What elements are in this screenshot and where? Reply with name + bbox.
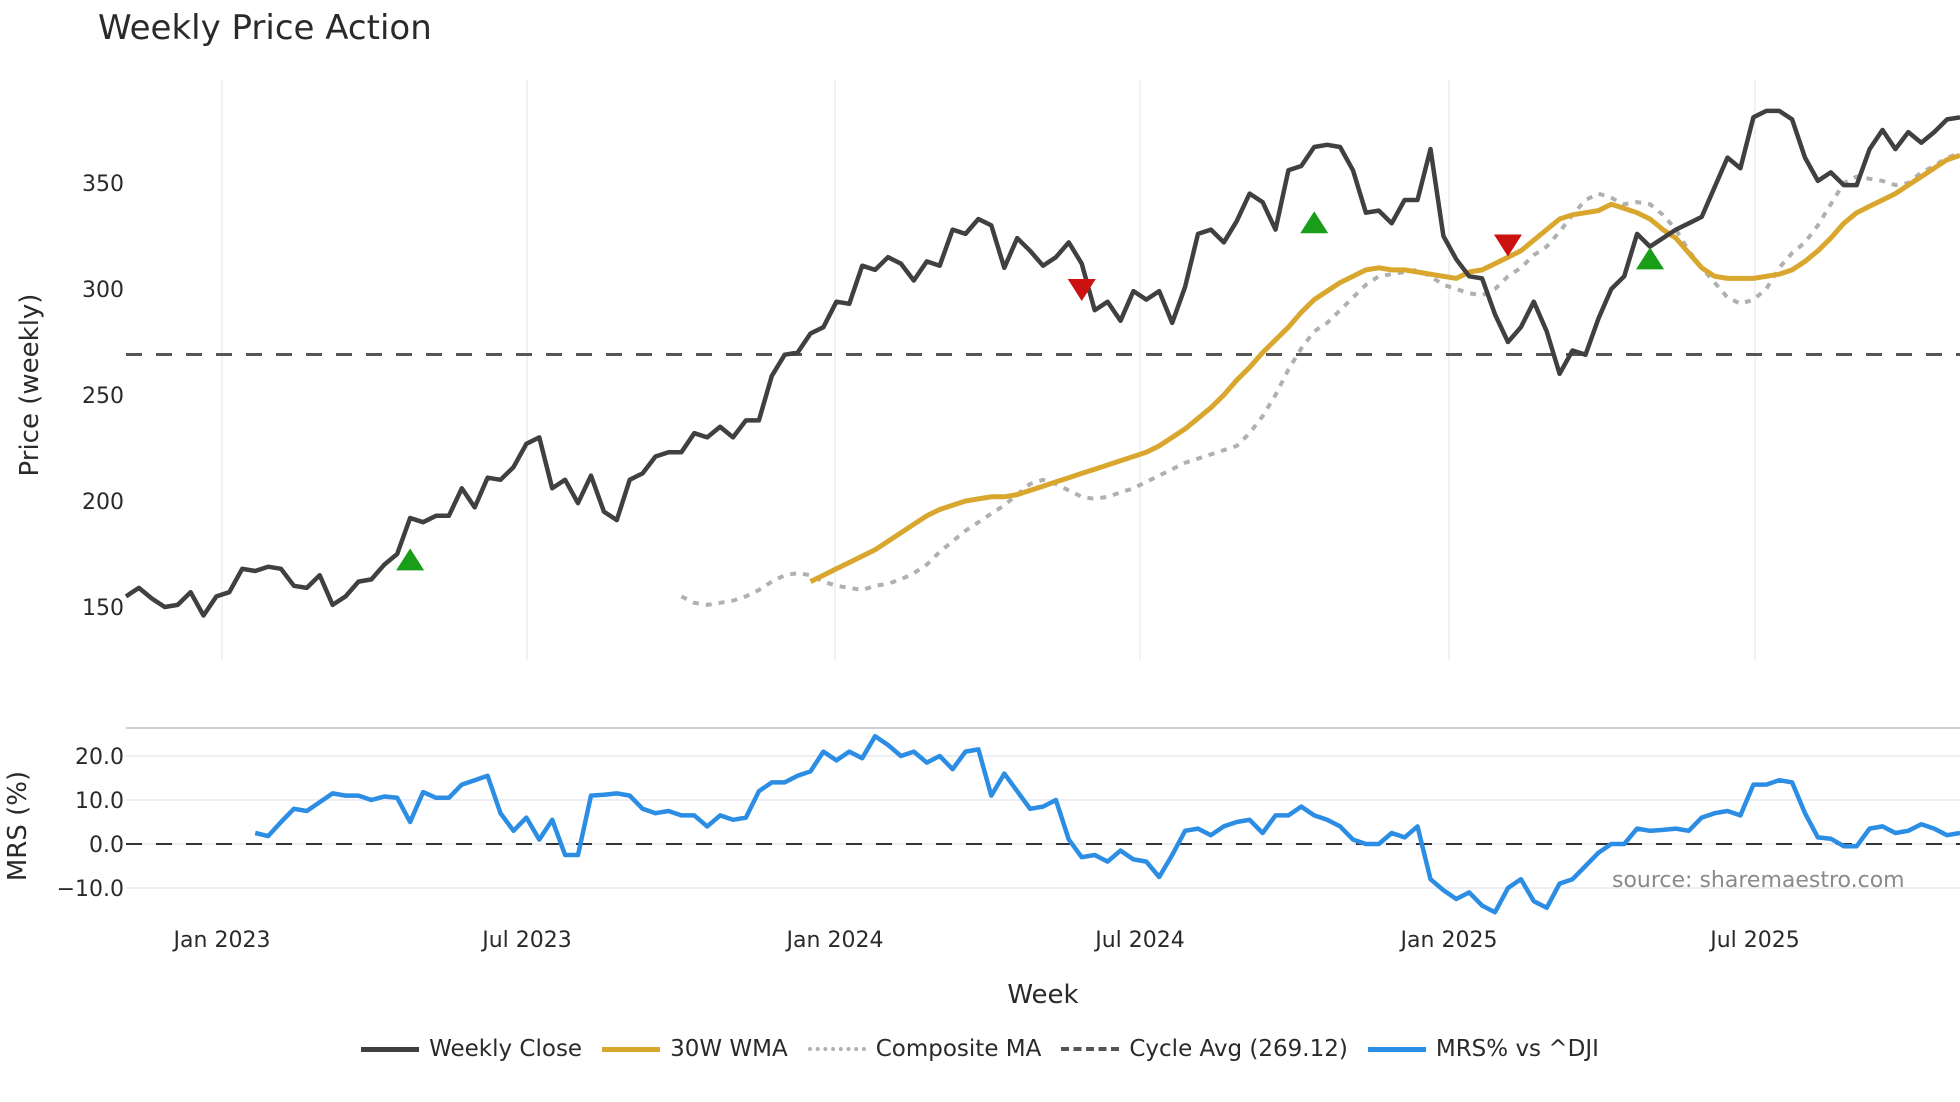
x-tick-label: Jul 2025 xyxy=(1708,928,1800,953)
legend-item-composite-ma: Composite MA xyxy=(807,1036,1042,1062)
y-tick-label: 250 xyxy=(82,384,124,409)
x-axis-label: Week xyxy=(1007,980,1078,1010)
mrs-y-tick-label: 20.0 xyxy=(75,745,124,770)
mrs-swatch-icon xyxy=(1367,1046,1426,1052)
y-axis-label: Price (weekly) xyxy=(15,294,45,477)
legend-item-weekly-close: Weekly Close xyxy=(361,1036,582,1062)
wma-swatch-icon xyxy=(602,1046,661,1052)
x-tick-label: Jul 2023 xyxy=(480,928,572,953)
x-tick-label: Jan 2024 xyxy=(785,928,884,953)
chart-title: Weekly Price Action xyxy=(98,8,432,48)
y-tick-label: 300 xyxy=(82,278,124,303)
y-tick-label: 200 xyxy=(82,490,124,515)
mrs-y-tick-label: −10.0 xyxy=(57,877,124,902)
legend-label: Cycle Avg (269.12) xyxy=(1129,1036,1348,1062)
sell-signal-icon xyxy=(1493,234,1522,257)
buy-signal-icon xyxy=(396,548,425,571)
mrs-axis-label: MRS (%) xyxy=(3,771,33,881)
weekly-close-line xyxy=(124,108,1960,618)
buy-signal-icon xyxy=(1300,211,1329,234)
composite-ma-swatch-icon xyxy=(807,1047,866,1051)
weekly-close-swatch-icon xyxy=(361,1046,420,1052)
chart-legend: Weekly Close 30W WMA Composite MA Cycle Avg… xyxy=(0,1036,1960,1062)
x-tick-label: Jul 2024 xyxy=(1093,928,1185,953)
y-tick-label: 150 xyxy=(82,596,124,621)
source-watermark: source: sharemaestro.com xyxy=(1612,868,1905,893)
composite-ma-line xyxy=(680,151,1960,607)
legend-item-mrs: MRS% vs ^DJI xyxy=(1367,1036,1599,1062)
legend-label: MRS% vs ^DJI xyxy=(1435,1036,1599,1062)
legend-label: 30W WMA xyxy=(670,1036,788,1062)
wma-line xyxy=(809,153,1960,584)
mrs-line xyxy=(254,733,1960,915)
mrs-y-tick-label: 0.0 xyxy=(89,833,124,858)
buy-signal-icon xyxy=(1636,247,1665,270)
mrs-y-tick-label: 10.0 xyxy=(75,789,124,814)
x-tick-label: Jan 2025 xyxy=(1399,928,1498,953)
legend-label: Weekly Close xyxy=(429,1036,583,1062)
x-tick-label: Jan 2023 xyxy=(172,928,271,953)
y-tick-label: 350 xyxy=(82,172,124,197)
cycle-avg-swatch-icon xyxy=(1061,1047,1120,1051)
legend-item-wma: 30W WMA xyxy=(602,1036,788,1062)
legend-label: Composite MA xyxy=(875,1036,1042,1062)
sell-signal-icon xyxy=(1067,279,1096,301)
legend-item-cycle-avg: Cycle Avg (269.12) xyxy=(1061,1036,1348,1062)
